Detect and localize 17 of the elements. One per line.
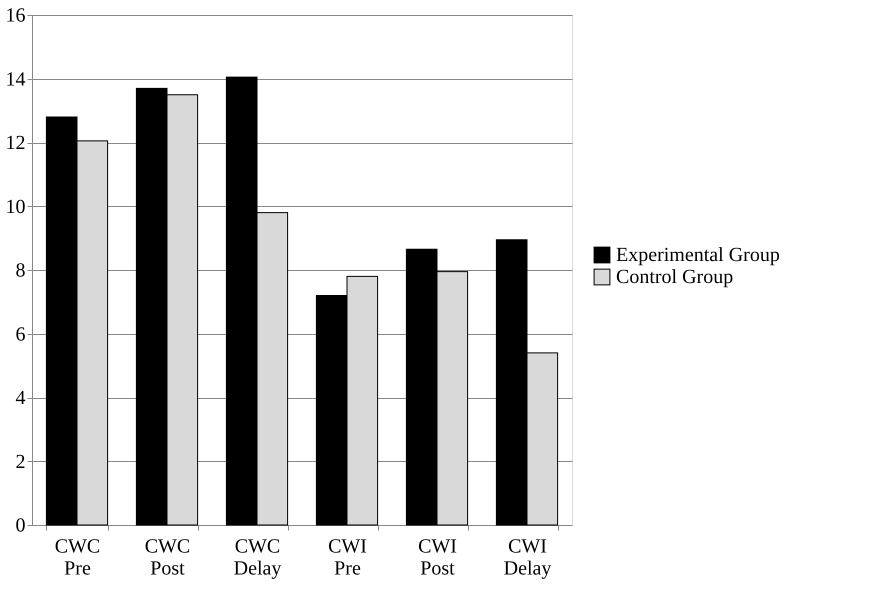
y-tick-label: 8	[16, 260, 26, 282]
legend-label: Control Group	[616, 266, 734, 288]
legend-label: Experimental Group	[616, 244, 780, 266]
y-tick-label: 2	[16, 450, 26, 473]
y-tick-label: 16	[6, 4, 26, 26]
y-tick-label: 10	[6, 196, 26, 218]
x-tick-label: CWI Post	[418, 536, 457, 580]
y-tick-label: 4	[16, 387, 26, 409]
x-tick-label: CWC Pre	[54, 536, 100, 580]
y-tick-label: 0	[16, 514, 26, 536]
x-tick-label: CWI Delay	[504, 536, 552, 580]
y-tick-label: 6	[16, 323, 26, 346]
y-tick-label: 12	[6, 132, 26, 154]
x-tick-label: CWC Delay	[234, 536, 282, 580]
x-tick-label: CWC Post	[144, 536, 190, 580]
y-tick-label: 14	[6, 68, 26, 90]
x-tick-label: CWI Pre	[328, 536, 367, 580]
